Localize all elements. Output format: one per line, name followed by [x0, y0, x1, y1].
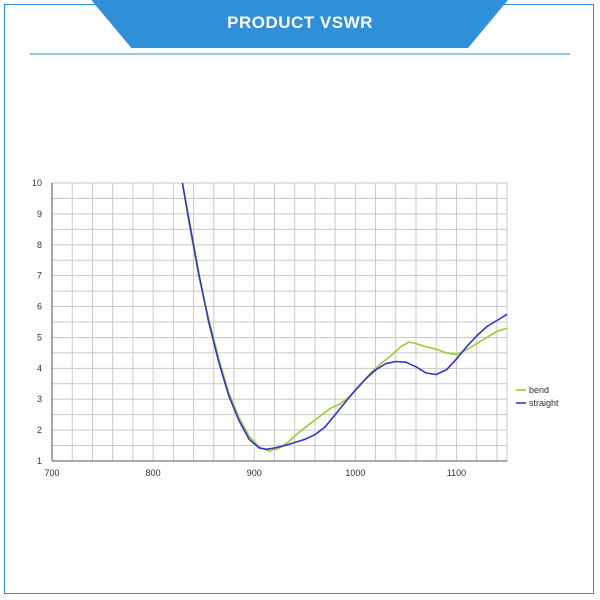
- y-tick-label: 6: [37, 302, 42, 312]
- y-tick-label: 1: [37, 456, 42, 466]
- x-tick-label: 1000: [345, 468, 365, 478]
- x-tick-label: 800: [146, 468, 161, 478]
- y-tick-label: 8: [37, 240, 42, 250]
- chart-series: [181, 182, 508, 452]
- y-tick-label: 9: [37, 209, 42, 219]
- chart-axes: 700 800 900 1000 1100 1 2 3 4 5 6 7 8 9 10: [32, 178, 507, 478]
- series-line-straight: [181, 182, 508, 451]
- x-tick-label: 900: [247, 468, 262, 478]
- banner-shape: [92, 0, 508, 48]
- chart-legend: bend straight: [516, 385, 559, 408]
- y-tick-label: 10: [32, 178, 42, 188]
- series-line-bend: [181, 182, 508, 452]
- banner-left-edge: [91, 0, 133, 49]
- y-tick-label: 3: [37, 394, 42, 404]
- y-tick-label: 2: [37, 425, 42, 435]
- y-tick-label: 5: [37, 332, 42, 342]
- y-tick-label: 7: [37, 271, 42, 281]
- page-title: PRODUCT VSWR: [227, 13, 373, 32]
- x-tick-label: 1100: [447, 468, 466, 478]
- x-tick-label: 700: [44, 468, 59, 478]
- legend-label-bend: bend: [529, 385, 549, 395]
- legend-label-straight: straight: [529, 398, 559, 408]
- chart-grid: [51, 182, 508, 462]
- header-banner: [30, 0, 570, 55]
- y-tick-label: 4: [37, 363, 42, 373]
